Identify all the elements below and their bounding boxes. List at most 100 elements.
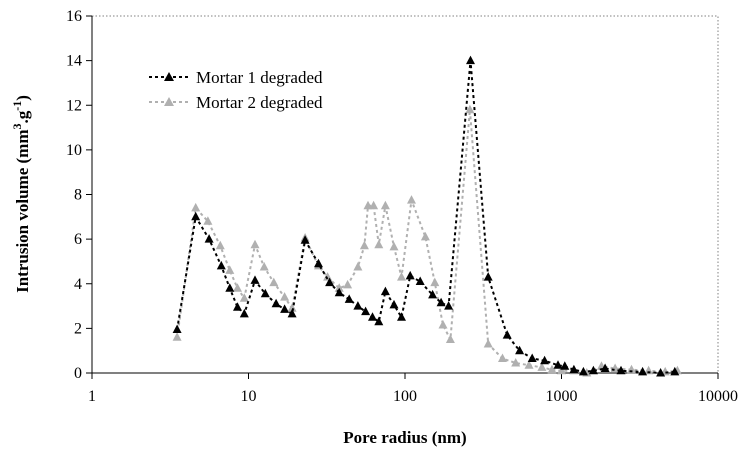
y-tick-label: 0: [74, 365, 82, 382]
data-point: [644, 365, 654, 375]
data-point: [524, 360, 534, 369]
data-point: [430, 277, 440, 287]
data-point: [627, 364, 636, 374]
data-point: [616, 365, 626, 375]
y-axis-ticks: 0 2 4 6 8 10 12 14 16: [66, 8, 92, 382]
data-point: [498, 353, 507, 362]
data-point: [569, 364, 579, 374]
data-point: [436, 297, 446, 307]
data-point: [397, 272, 406, 281]
data-point: [374, 316, 384, 326]
data-point: [344, 294, 354, 303]
data-point: [369, 200, 379, 210]
data-point: [515, 345, 525, 355]
y-tick-label: 12: [66, 97, 82, 114]
data-point: [415, 276, 425, 285]
data-point: [191, 202, 201, 212]
data-point: [540, 355, 550, 365]
data-point: [527, 353, 537, 362]
legend: Mortar 1 degraded Mortar 2 degraded: [149, 68, 323, 112]
x-tick-label: 1000: [546, 388, 578, 405]
data-point: [353, 301, 363, 310]
data-point: [428, 289, 438, 299]
legend-label-series-1: Mortar 1 degraded: [196, 68, 323, 87]
data-point: [172, 324, 182, 333]
data-point: [280, 292, 290, 301]
data-point: [300, 235, 310, 244]
data-point: [380, 286, 390, 296]
y-axis-title-main: Intrusion volume (mm: [13, 130, 32, 293]
x-axis-ticks: 1 10 100 1000 10000: [88, 373, 738, 405]
data-point: [557, 365, 566, 375]
data-point: [553, 360, 563, 369]
data-point: [216, 260, 226, 270]
data-point: [389, 299, 399, 309]
data-point: [260, 288, 270, 298]
data-point: [638, 366, 648, 376]
y-tick-label: 10: [66, 142, 82, 159]
data-point: [334, 283, 344, 292]
x-tick-label: 1: [88, 388, 96, 405]
data-point: [233, 283, 242, 292]
data-point: [465, 104, 475, 114]
data-point: [334, 287, 344, 297]
data-point: [656, 368, 666, 377]
data-point: [420, 231, 430, 241]
data-point: [191, 211, 201, 221]
legend-marker-series-1: [164, 72, 174, 81]
data-point: [280, 304, 290, 313]
legend-marker-series-2: [164, 97, 174, 106]
y-tick-label: 16: [66, 8, 82, 25]
data-point: [405, 270, 415, 280]
data-point: [359, 240, 369, 250]
legend-label-series-2: Mortar 2 degraded: [196, 93, 323, 112]
y-axis-title: Intrusion volume (mm3.g-1): [10, 95, 32, 293]
data-point: [314, 258, 323, 268]
data-point: [204, 234, 214, 243]
data-point: [588, 365, 598, 375]
data-point: [233, 302, 242, 311]
data-point: [325, 277, 335, 287]
data-point: [203, 216, 213, 225]
series-1: [172, 55, 680, 377]
data-point: [670, 366, 680, 376]
data-point: [239, 293, 249, 302]
data-point: [547, 364, 557, 374]
data-point: [483, 339, 493, 348]
y-tick-label: 14: [66, 53, 82, 70]
data-point: [407, 195, 416, 204]
series-layer: [172, 55, 682, 377]
data-point: [287, 303, 297, 312]
legend-item-series-2: Mortar 2 degraded: [149, 93, 323, 112]
data-point: [225, 265, 235, 274]
y-axis-title-mid: .g: [13, 110, 32, 123]
data-point: [380, 200, 390, 210]
data-point: [250, 239, 260, 249]
data-point: [389, 241, 399, 251]
y-axis-title-sup2: -1: [10, 101, 24, 111]
y-tick-label: 6: [74, 231, 82, 248]
legend-item-series-1: Mortar 1 degraded: [149, 68, 323, 87]
data-point: [172, 332, 182, 341]
x-tick-label: 10: [241, 388, 257, 405]
y-axis-title-sup1: 3: [10, 124, 24, 130]
data-point: [259, 262, 269, 271]
data-point: [502, 330, 512, 339]
y-tick-label: 2: [74, 320, 82, 337]
data-point: [397, 312, 406, 321]
data-point: [361, 306, 371, 316]
data-point: [560, 361, 570, 370]
y-tick-label: 4: [74, 276, 82, 293]
data-point: [343, 279, 353, 289]
data-point: [578, 366, 588, 376]
x-tick-label: 10000: [698, 388, 738, 405]
data-point: [438, 320, 448, 329]
data-point: [374, 239, 384, 249]
data-point: [271, 298, 281, 308]
data-point: [445, 334, 455, 343]
data-point: [537, 362, 547, 371]
data-point: [600, 363, 610, 372]
data-point: [250, 275, 260, 284]
y-tick-label: 8: [74, 187, 82, 204]
